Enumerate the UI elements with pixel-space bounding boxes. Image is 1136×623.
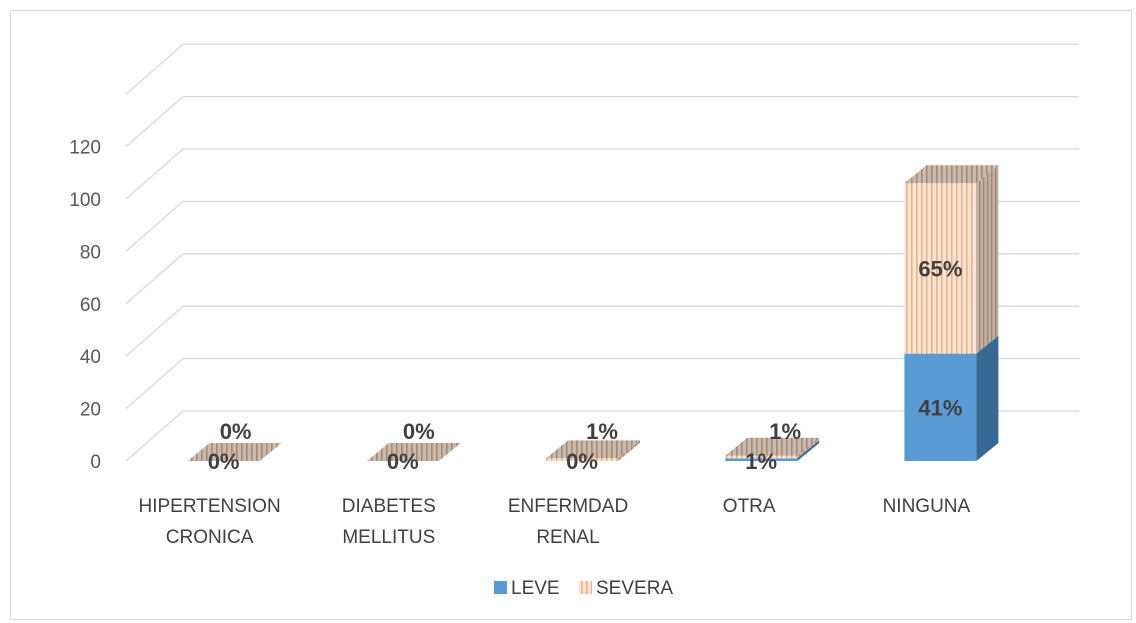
bar-top-face bbox=[366, 443, 461, 461]
grid-line-diagonal bbox=[125, 43, 184, 95]
data-label-severa: 1% bbox=[586, 419, 618, 444]
bar-severa-side bbox=[976, 165, 999, 354]
bar-top-face bbox=[904, 165, 999, 184]
y-tick-label: 60 bbox=[80, 295, 101, 316]
bar-leve-side bbox=[976, 335, 999, 461]
category-label: RENAL bbox=[536, 527, 599, 548]
bar-severa-side bbox=[618, 440, 640, 461]
bar-severa-side bbox=[797, 437, 820, 459]
data-label-severa: 0% bbox=[403, 419, 435, 444]
bar-severa-front bbox=[725, 455, 798, 459]
legend-item-severa: SEVERA bbox=[579, 578, 673, 599]
grid-line-diagonal bbox=[125, 358, 184, 410]
bar-severa-front bbox=[546, 458, 618, 461]
category-label: DIABETES bbox=[342, 496, 436, 517]
bar-top-face bbox=[187, 443, 282, 461]
bar-top-face bbox=[725, 437, 820, 456]
bar-leve-side bbox=[797, 440, 820, 461]
y-tick-label: 40 bbox=[80, 347, 101, 368]
bars bbox=[187, 165, 999, 461]
grid-line-diagonal bbox=[125, 410, 184, 462]
grid-line-diagonal bbox=[125, 305, 184, 357]
grid-line-diagonal bbox=[125, 96, 184, 148]
category-label: CRONICA bbox=[166, 527, 254, 548]
stacked-3d-bar-chart: 0 20 40 60 80 100 120 0% 0% 0% 0% 0% 1% 1% 1% 41% 65% H… bbox=[69, 43, 1079, 599]
bar-top-face bbox=[546, 440, 640, 459]
legend-swatch bbox=[579, 581, 592, 594]
category-label: NINGUNA bbox=[883, 496, 971, 517]
grid-line-diagonal bbox=[125, 253, 184, 305]
data-labels: 0% 0% 0% 0% 0% 1% 1% 1% 41% 65% bbox=[208, 256, 963, 474]
bar-leve-front bbox=[725, 458, 798, 461]
category-labels: HIPERTENSION CRONICA DIABETES MELLITUS ENFER… bbox=[139, 496, 971, 548]
grid-line-diagonal bbox=[125, 148, 184, 200]
data-label-severa: 65% bbox=[918, 256, 962, 281]
data-label-leve: 1% bbox=[745, 449, 777, 474]
legend-label: SEVERA bbox=[596, 578, 673, 599]
chart-frame: 0 20 40 60 80 100 120 0% 0% 0% 0% 0% 1% 1% 1% 41% 65% H… bbox=[10, 10, 1132, 620]
legend-swatch bbox=[494, 581, 507, 594]
category-label: MELLITUS bbox=[342, 527, 435, 548]
legend: LEVE SEVERA bbox=[494, 578, 673, 599]
category-label: HIPERTENSION bbox=[139, 496, 281, 517]
y-tick-label: 0 bbox=[90, 452, 101, 473]
bar-leve-front bbox=[904, 353, 977, 461]
data-label-leve: 41% bbox=[918, 395, 962, 420]
y-axis-ticks: 0 20 40 60 80 100 120 bbox=[69, 138, 101, 473]
y-tick-label: 120 bbox=[69, 138, 101, 159]
data-label-leve: 0% bbox=[566, 449, 598, 474]
data-label-leve: 0% bbox=[387, 449, 419, 474]
legend-item-leve: LEVE bbox=[494, 578, 560, 599]
category-label: ENFERMDAD bbox=[508, 496, 628, 517]
y-tick-label: 100 bbox=[69, 190, 101, 211]
data-label-leve: 0% bbox=[208, 449, 240, 474]
y-tick-label: 20 bbox=[80, 400, 101, 421]
bar-severa-front bbox=[904, 183, 977, 354]
data-label-severa: 1% bbox=[769, 419, 801, 444]
y-tick-label: 80 bbox=[80, 242, 101, 263]
category-label: OTRA bbox=[723, 496, 776, 517]
legend-label: LEVE bbox=[511, 578, 560, 599]
grid-line-diagonal bbox=[125, 200, 184, 252]
data-label-severa: 0% bbox=[220, 419, 252, 444]
